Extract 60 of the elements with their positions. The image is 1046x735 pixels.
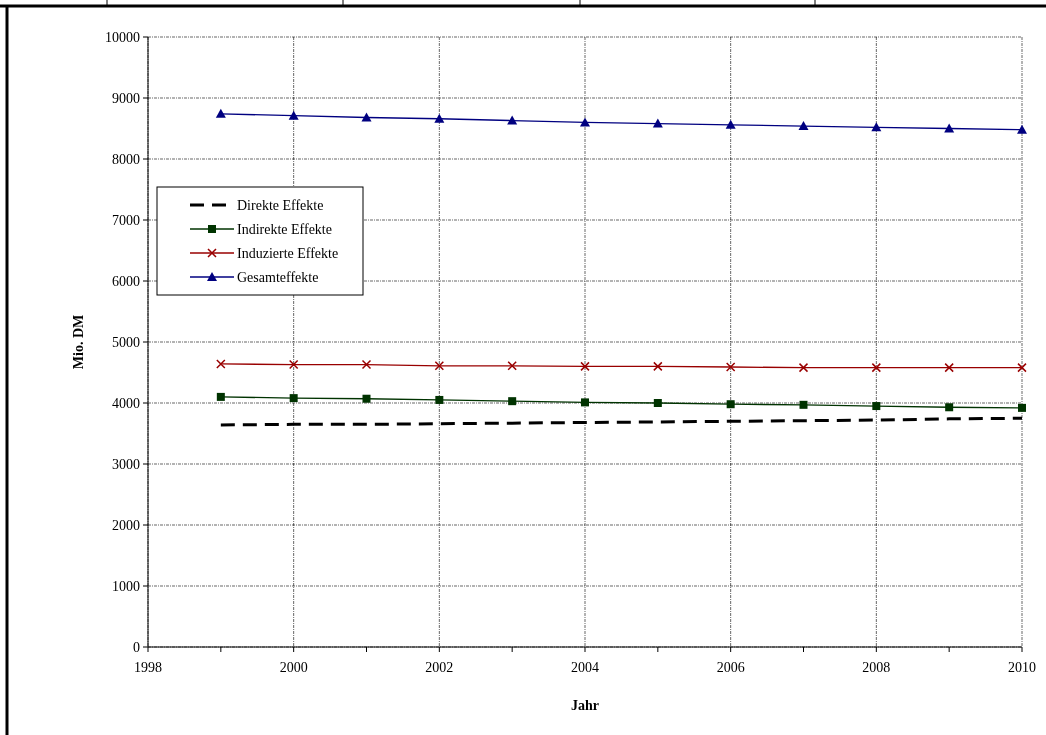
point xyxy=(508,397,517,406)
point xyxy=(361,359,372,370)
point xyxy=(507,361,517,371)
point xyxy=(362,394,371,403)
point xyxy=(798,362,809,373)
x-tick-label: 2000 xyxy=(279,660,308,675)
point xyxy=(726,400,735,409)
point xyxy=(288,110,299,120)
y-tick-label: 8000 xyxy=(112,151,140,167)
x-tick-label: 2006 xyxy=(716,660,745,675)
point xyxy=(580,117,590,127)
point xyxy=(871,122,882,132)
y-tick-label: 9000 xyxy=(112,90,140,106)
legend-label: Indirekte Effekte xyxy=(237,221,332,237)
y-tick-label: 7000 xyxy=(112,212,140,228)
point xyxy=(1017,124,1027,134)
point xyxy=(653,399,662,407)
y-tick-label: 1000 xyxy=(112,578,140,594)
point xyxy=(434,361,445,371)
point xyxy=(798,121,809,131)
point xyxy=(653,361,663,372)
point xyxy=(434,113,445,123)
point xyxy=(580,361,590,372)
x-tick-label: 2004 xyxy=(571,660,599,675)
x-tick-label: 2010 xyxy=(1008,660,1036,675)
y-tick-label: 4000 xyxy=(112,395,140,411)
point xyxy=(1018,403,1026,412)
point xyxy=(288,359,299,370)
legend-label: Gesamteffekte xyxy=(237,269,319,285)
point xyxy=(216,359,226,369)
point xyxy=(215,108,226,118)
point xyxy=(944,362,954,373)
point xyxy=(945,403,954,412)
point xyxy=(725,119,736,129)
y-tick-label: 2000 xyxy=(112,517,140,533)
point xyxy=(871,362,882,373)
y-tick-label: 0 xyxy=(133,639,140,655)
x-tick-label: 2002 xyxy=(425,660,454,675)
x-tick-label: 2008 xyxy=(862,660,891,675)
y-tick-label: 5000 xyxy=(112,334,140,350)
point xyxy=(507,115,518,125)
y-tick-label: 3000 xyxy=(112,456,140,472)
point xyxy=(944,123,955,133)
x-tick-label: 1998 xyxy=(134,660,162,675)
point xyxy=(216,392,225,401)
point xyxy=(725,362,736,372)
point xyxy=(1017,362,1027,373)
point xyxy=(435,395,444,404)
point xyxy=(581,398,589,407)
point xyxy=(289,394,298,403)
y-tick-label: 10000 xyxy=(105,29,140,45)
y-tick-label: 6000 xyxy=(112,273,140,289)
point xyxy=(872,402,881,411)
x-axis-title: Jahr xyxy=(571,698,599,713)
y-axis-title: Mio. DM xyxy=(71,314,86,370)
legend-label: Direkte Effekte xyxy=(237,197,324,213)
legend-label: Induzierte Effekte xyxy=(237,245,339,261)
point xyxy=(799,400,808,409)
point xyxy=(652,118,663,128)
point xyxy=(361,112,372,122)
